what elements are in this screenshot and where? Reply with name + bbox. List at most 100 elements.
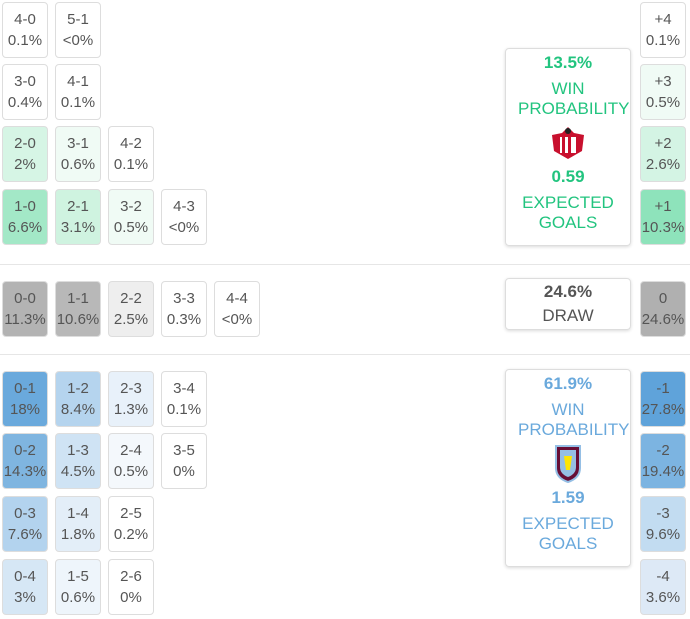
xg-label: EXPECTED GOALS xyxy=(522,514,614,553)
cell-label: 5-1 xyxy=(67,11,89,28)
cell-probability: 0.2% xyxy=(113,526,149,543)
cell-label: 3-2 xyxy=(120,198,142,215)
cell-probability: 0.1% xyxy=(60,94,96,111)
cell-probability: 24.6% xyxy=(641,311,685,328)
cell-probability: 0% xyxy=(120,589,142,606)
away-crest xyxy=(555,445,581,484)
score-cell: 1-1 10.6% xyxy=(55,281,101,337)
draw-card: 24.6% DRAW xyxy=(505,278,631,330)
draw-label: DRAW xyxy=(542,306,594,325)
cell-probability: <0% xyxy=(62,32,94,49)
cell-label: 2-2 xyxy=(120,290,142,307)
cell-probability: 0.1% xyxy=(645,32,681,49)
win-probability: 61.9% xyxy=(543,374,593,393)
cell-label: 0-1 xyxy=(14,380,36,397)
cell-label: 0 xyxy=(658,290,668,307)
cell-label: 1-4 xyxy=(67,505,89,522)
score-cell: 1-3 4.5% xyxy=(55,433,101,489)
win-probability: 13.5% xyxy=(543,53,593,72)
score-cell: +2 2.6% xyxy=(640,126,686,182)
score-cell: 3-2 0.5% xyxy=(108,189,154,245)
score-cell: -3 9.6% xyxy=(640,496,686,552)
score-cell: 1-5 0.6% xyxy=(55,559,101,615)
expected-goals: 1.59 xyxy=(551,488,585,507)
draw-probability: 24.6% xyxy=(543,282,593,301)
score-cell: 0-3 7.6% xyxy=(2,496,48,552)
score-cell: 4-4 <0% xyxy=(214,281,260,337)
cell-label: 3-0 xyxy=(14,73,36,90)
cell-label: +3 xyxy=(654,73,672,90)
score-cell: 4-3 <0% xyxy=(161,189,207,245)
cell-label: 3-4 xyxy=(173,380,195,397)
cell-probability: 0% xyxy=(173,463,195,480)
cell-probability: 0.4% xyxy=(7,94,43,111)
score-cell: 3-5 0% xyxy=(161,433,207,489)
cell-probability: 0.5% xyxy=(113,219,149,236)
cell-label: 2-1 xyxy=(67,198,89,215)
cell-probability: 19.4% xyxy=(641,463,685,480)
cell-probability: 3.6% xyxy=(645,589,681,606)
cell-probability: 9.6% xyxy=(645,526,681,543)
cell-probability: 2% xyxy=(14,156,36,173)
score-cell: 0-4 3% xyxy=(2,559,48,615)
score-cell: 0 24.6% xyxy=(640,281,686,337)
cell-label: 2-6 xyxy=(120,568,142,585)
cell-label: 1-5 xyxy=(67,568,89,585)
cell-label: 1-2 xyxy=(67,380,89,397)
score-cell: -4 3.6% xyxy=(640,559,686,615)
score-cell: 2-4 0.5% xyxy=(108,433,154,489)
cell-label: 4-3 xyxy=(173,198,195,215)
cell-label: -3 xyxy=(656,505,670,522)
cell-label: 0-3 xyxy=(14,505,36,522)
cell-probability: 3.1% xyxy=(60,219,96,236)
away-card: 61.9% WIN PROBABILITY 1.59 EXPECTED GOAL… xyxy=(505,369,631,567)
cell-label: +2 xyxy=(654,135,672,152)
score-cell: +3 0.5% xyxy=(640,64,686,120)
cell-probability: 1.8% xyxy=(60,526,96,543)
cell-label: -1 xyxy=(656,380,670,397)
cell-label: 3-1 xyxy=(67,135,89,152)
cell-probability: 27.8% xyxy=(641,401,685,418)
cell-label: 1-3 xyxy=(67,442,89,459)
score-cell: 0-2 14.3% xyxy=(2,433,48,489)
cell-label: 2-0 xyxy=(14,135,36,152)
xg-label: EXPECTED GOALS xyxy=(522,193,614,232)
divider xyxy=(0,354,690,355)
expected-goals: 0.59 xyxy=(551,167,585,186)
score-cell: 4-0 0.1% xyxy=(2,2,48,58)
score-cell: 0-1 18% xyxy=(2,371,48,427)
cell-probability: <0% xyxy=(168,219,200,236)
cell-label: 2-3 xyxy=(120,380,142,397)
cell-label: 3-5 xyxy=(173,442,195,459)
cell-probability: 3% xyxy=(14,589,36,606)
divider xyxy=(0,264,690,265)
win-label: WIN PROBABILITY xyxy=(518,400,630,439)
score-cell: 4-2 0.1% xyxy=(108,126,154,182)
cell-label: 1-0 xyxy=(14,198,36,215)
score-cell: 2-5 0.2% xyxy=(108,496,154,552)
home-crest xyxy=(552,127,584,159)
cell-label: 0-2 xyxy=(14,442,36,459)
cell-label: +1 xyxy=(654,198,672,215)
cell-probability: 11.3% xyxy=(4,311,46,328)
score-cell: 2-2 2.5% xyxy=(108,281,154,337)
cell-label: 4-0 xyxy=(14,11,36,28)
cell-probability: 0.5% xyxy=(113,463,149,480)
cell-probability: 0.1% xyxy=(113,156,149,173)
win-label: WIN PROBABILITY xyxy=(518,79,630,118)
cell-probability: 7.6% xyxy=(7,526,43,543)
cell-probability: 18% xyxy=(9,401,41,418)
cell-label: 3-3 xyxy=(173,290,195,307)
score-cell: 1-4 1.8% xyxy=(55,496,101,552)
cell-probability: 14.3% xyxy=(3,463,47,480)
cell-probability: 8.4% xyxy=(60,401,96,418)
score-cell: -1 27.8% xyxy=(640,371,686,427)
cell-probability: 0.3% xyxy=(166,311,202,328)
cell-label: 4-2 xyxy=(120,135,142,152)
cell-probability: 0.1% xyxy=(166,401,202,418)
score-cell: 2-3 1.3% xyxy=(108,371,154,427)
cell-label: +4 xyxy=(654,11,672,28)
score-cell: 2-0 2% xyxy=(2,126,48,182)
cell-label: 4-1 xyxy=(67,73,89,90)
